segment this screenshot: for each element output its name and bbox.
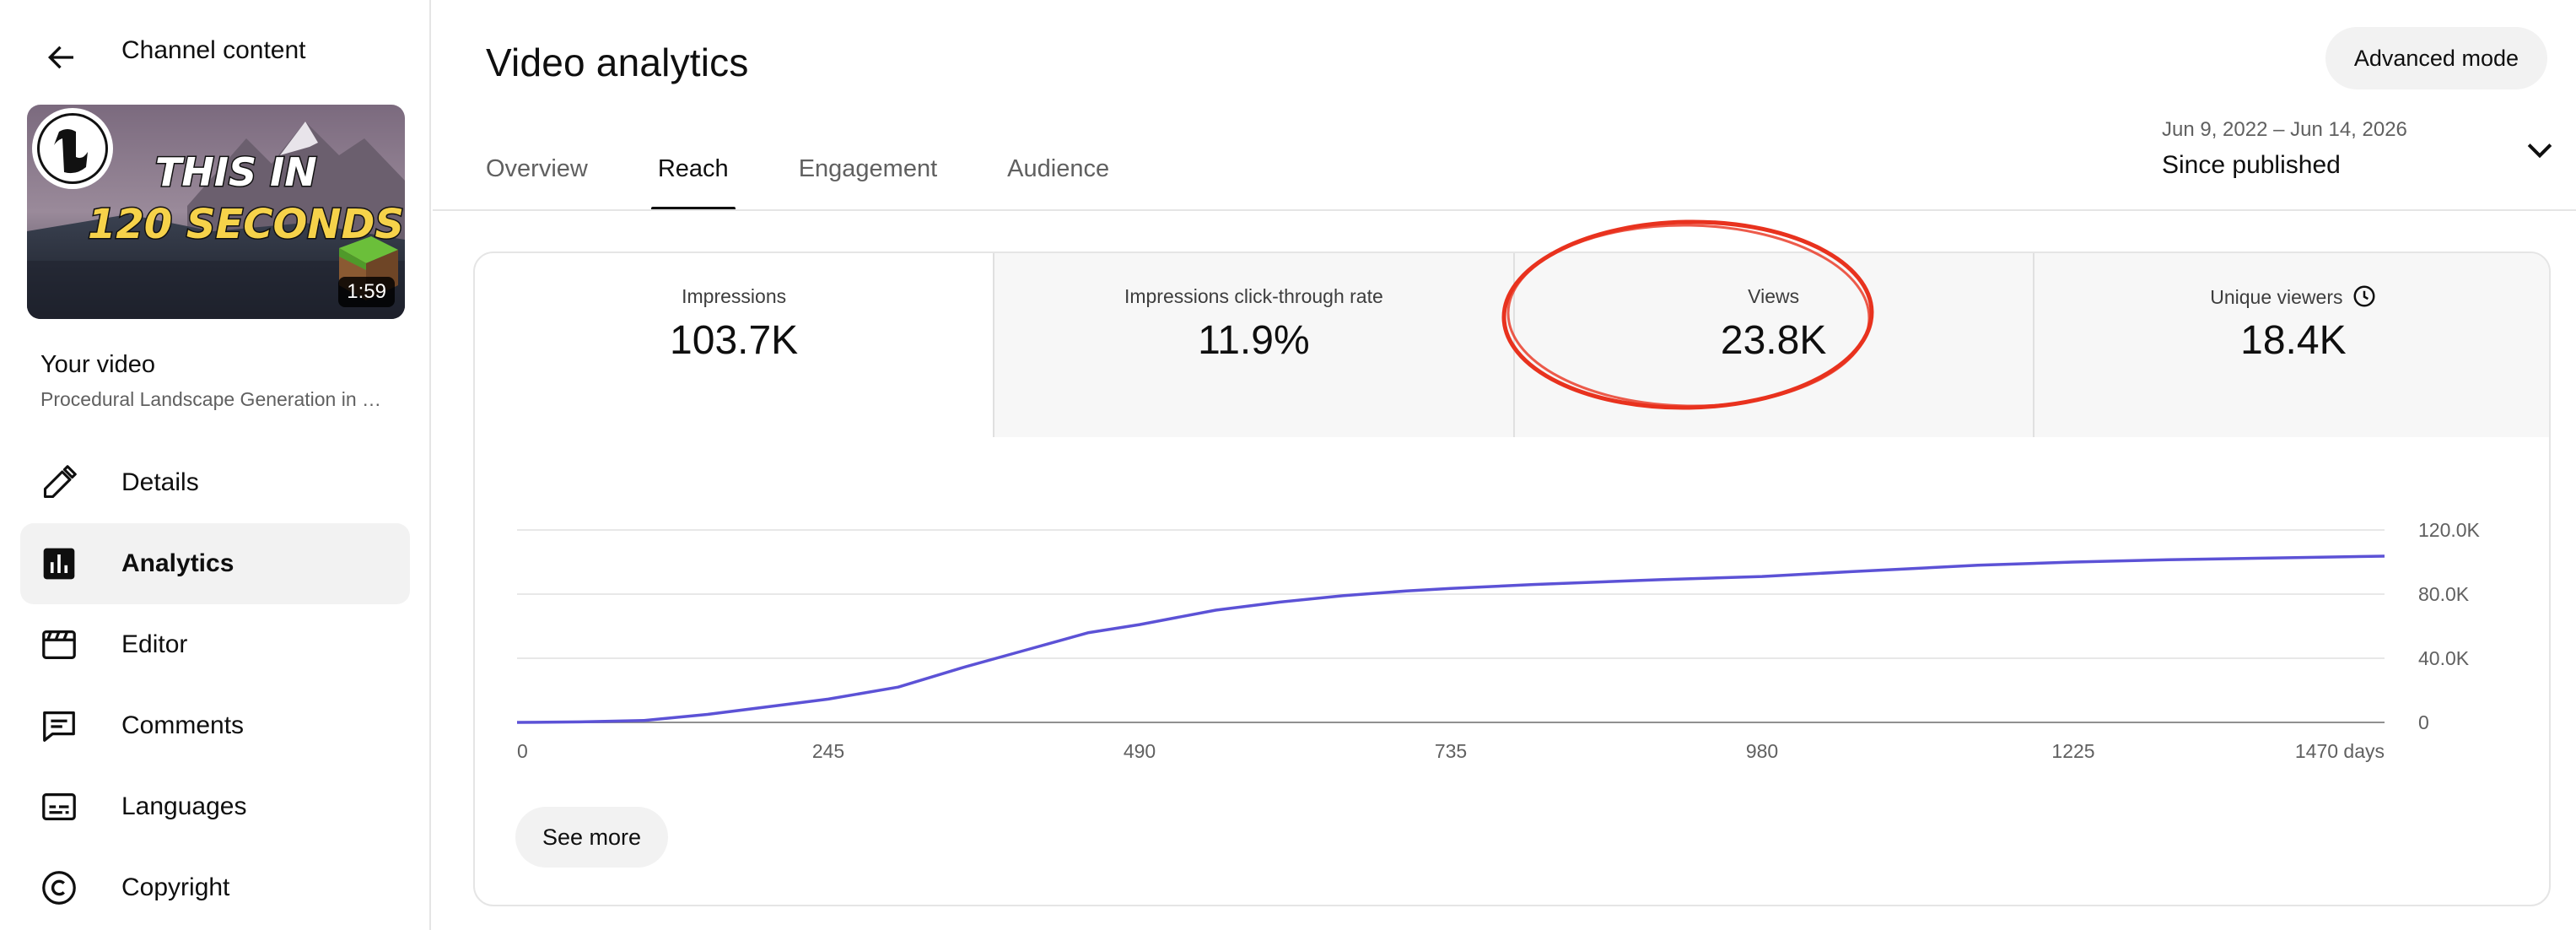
impressions-series-line[interactable]: [517, 556, 2385, 722]
tab-reach[interactable]: Reach: [658, 135, 729, 211]
x-tick-label: 1225: [2051, 740, 2094, 762]
copyright-icon: [39, 868, 79, 908]
comment-icon: [39, 706, 79, 746]
metric-label: Impressions: [475, 284, 993, 309]
tabs-divider: [433, 209, 2576, 211]
sidebar-item-label: Editor: [121, 628, 187, 662]
x-tick-label: 980: [1746, 740, 1778, 762]
sidebar-title: Channel content: [121, 34, 306, 68]
metric-tabs: Impressions 103.7K Impressions click-thr…: [475, 253, 2551, 437]
metric-views[interactable]: Views 23.8K: [1513, 253, 2033, 437]
advanced-mode-button[interactable]: Advanced mode: [2325, 27, 2547, 89]
date-range-text: Jun 9, 2022 – Jun 14, 2026: [2162, 116, 2407, 143]
x-tick-label: 490: [1124, 740, 1156, 762]
sidebar-item-details[interactable]: Details: [20, 442, 410, 523]
metric-value: 103.7K: [475, 316, 993, 366]
arrow-back-icon: [44, 41, 78, 74]
sidebar-item-label: Comments: [121, 709, 244, 743]
sidebar-item-comments[interactable]: Comments: [20, 685, 410, 766]
subtitles-icon: [39, 787, 79, 827]
y-tick-label: 40.0K: [2418, 647, 2470, 669]
metric-label: Views: [1515, 284, 2033, 309]
tab-audience[interactable]: Audience: [1007, 135, 1109, 211]
date-range-picker[interactable]: Jun 9, 2022 – Jun 14, 2026 Since publish…: [2162, 108, 2558, 192]
sidebar-item-analytics[interactable]: Analytics: [20, 523, 410, 604]
metric-label-wrap: Unique viewers: [2034, 284, 2551, 310]
page-title: Video analytics: [486, 39, 749, 86]
reach-card: Impressions 103.7K Impressions click-thr…: [473, 251, 2551, 906]
chevron-down-icon: [2521, 132, 2558, 169]
metric-value: 11.9%: [994, 316, 1512, 366]
sidebar-nav: Details Analytics Editor Comments Langua…: [20, 442, 412, 928]
x-tick-label: 0: [517, 740, 528, 762]
main-content: Video analytics Advanced mode Overview R…: [433, 0, 2576, 930]
video-thumbnail[interactable]: THIS IN 120 SECONDS 1:59: [27, 105, 405, 319]
tab-engagement[interactable]: Engagement: [799, 135, 937, 211]
pencil-icon: [39, 462, 79, 503]
see-more-button[interactable]: See more: [515, 807, 668, 868]
metric-value: 18.4K: [2034, 316, 2551, 366]
metric-impressions[interactable]: Impressions 103.7K: [475, 253, 993, 437]
back-button[interactable]: [34, 30, 88, 84]
video-title[interactable]: Procedural Landscape Generation in Unrea…: [40, 385, 395, 414]
svg-text:THIS IN: THIS IN: [155, 149, 317, 195]
y-tick-label: 0: [2418, 711, 2429, 733]
x-tick-label: 1470 days: [2295, 740, 2385, 762]
impressions-chart: 0 40.0K 80.0K 120.0K 0 245 490 735 980 1225 1470 d…: [475, 437, 2551, 822]
sidebar-item-label: Details: [121, 466, 199, 500]
sidebar: Channel content: [0, 0, 431, 930]
analytics-icon: [39, 543, 79, 584]
metric-unique-viewers[interactable]: Unique viewers 18.4K: [2033, 253, 2551, 437]
sidebar-item-languages[interactable]: Languages: [20, 766, 410, 847]
x-tick-label: 735: [1435, 740, 1467, 762]
sidebar-item-editor[interactable]: Editor: [20, 604, 410, 685]
sidebar-item-label: Analytics: [121, 547, 234, 581]
metric-label: Impressions click-through rate: [994, 284, 1512, 309]
metric-value: 23.8K: [1515, 316, 2033, 366]
sidebar-item-label: Languages: [121, 790, 246, 824]
clock-icon[interactable]: [2352, 284, 2377, 309]
metric-label: Unique viewers: [2210, 286, 2342, 308]
y-tick-label: 80.0K: [2418, 583, 2470, 605]
duration-badge: 1:59: [338, 277, 395, 307]
svg-text:120 SECONDS: 120 SECONDS: [88, 201, 404, 248]
clapperboard-icon: [39, 625, 79, 665]
tab-overview[interactable]: Overview: [486, 135, 588, 211]
sidebar-item-copyright[interactable]: Copyright: [20, 847, 410, 928]
tab-bar: Overview Reach Engagement Audience: [486, 135, 1179, 211]
sidebar-header: Channel content: [0, 0, 431, 100]
your-video-label: Your video: [40, 348, 155, 381]
date-range-label: Since published: [2162, 149, 2341, 182]
metric-impressions-ctr[interactable]: Impressions click-through rate 11.9%: [993, 253, 1512, 437]
x-tick-label: 245: [812, 740, 844, 762]
sidebar-item-label: Copyright: [121, 871, 229, 905]
y-tick-label: 120.0K: [2418, 519, 2481, 541]
